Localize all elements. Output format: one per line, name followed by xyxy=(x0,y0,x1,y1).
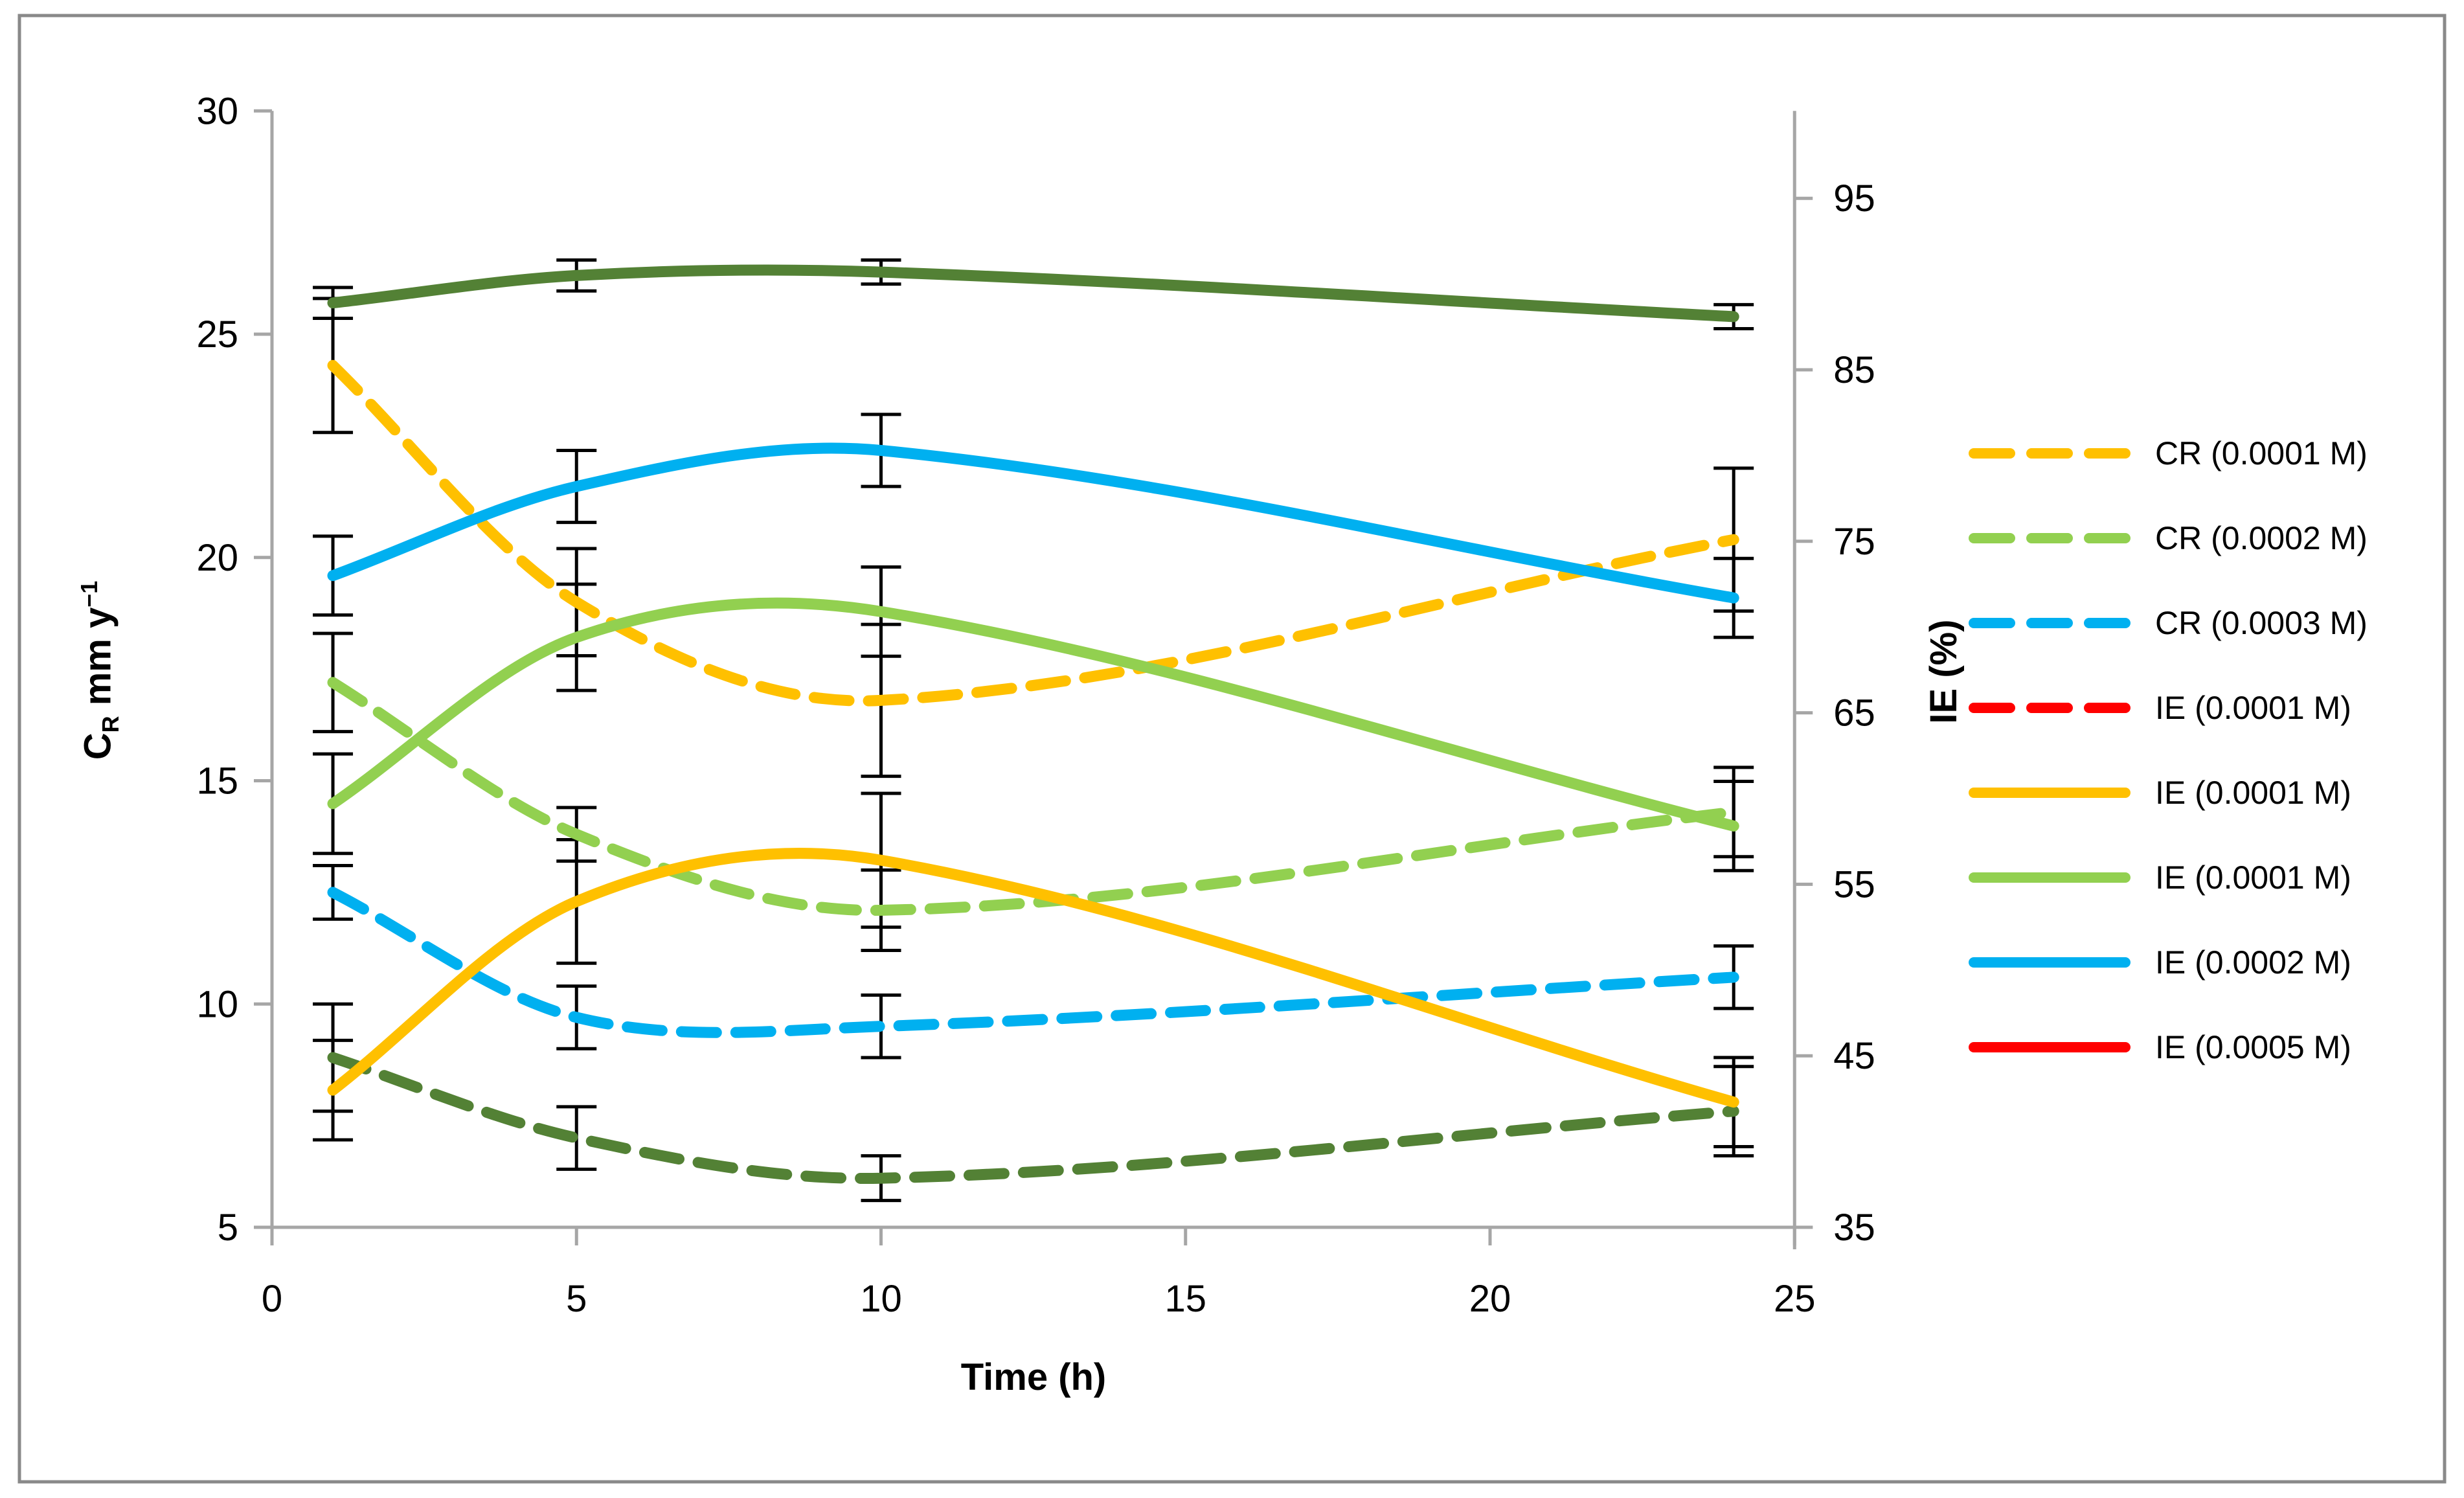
x-tick-label: 15 xyxy=(1164,1278,1206,1320)
y-left-tick-label: 20 xyxy=(196,537,238,579)
y-left-title-units: mm y xyxy=(76,607,119,716)
legend-item: CR (0.0002 M) xyxy=(1969,495,2448,580)
y-right-tick-label: 55 xyxy=(1833,863,1875,905)
legend-item: IE (0.0001 M) xyxy=(1969,835,2448,920)
y-right-tick-label: 75 xyxy=(1833,521,1875,563)
series-curve-0 xyxy=(327,359,1739,707)
series-curve-4 xyxy=(327,848,1739,1108)
legend-item: CR (0.0001 M) xyxy=(1969,411,2448,495)
series-curve-3 xyxy=(327,1052,1739,1184)
y-right-tick-label: 65 xyxy=(1833,692,1875,734)
y-left-title-c: C xyxy=(76,732,119,760)
x-tick-label: 0 xyxy=(262,1278,282,1320)
legend-item-label: IE (0.0001 M) xyxy=(2155,859,2351,896)
x-tick-label: 5 xyxy=(566,1278,587,1320)
y-right-tick-label: 95 xyxy=(1833,177,1875,220)
legend-item: IE (0.0001 M) xyxy=(1969,750,2448,835)
x-tick-label: 25 xyxy=(1774,1278,1816,1320)
legend-item-label: IE (0.0002 M) xyxy=(2155,944,2351,981)
legend-item-label: IE (0.0005 M) xyxy=(2155,1028,2351,1065)
legend-dashed-line-swatch xyxy=(1969,702,2131,713)
y-left-tick-label: 15 xyxy=(196,760,238,802)
y-right-axis-title: IE (%) xyxy=(1923,619,1965,724)
series-curve-7 xyxy=(327,264,1739,323)
legend-dashed-line-swatch xyxy=(1969,532,2131,543)
y-right-tick-label: 85 xyxy=(1833,349,1875,391)
legend-item: IE (0.0005 M) xyxy=(1969,1004,2448,1089)
legend-solid-line-swatch xyxy=(1969,957,2131,968)
y-left-tick-label: 25 xyxy=(196,313,238,356)
legend-item: CR (0.0003 M) xyxy=(1969,580,2448,665)
series-curve-2 xyxy=(327,887,1739,1038)
y-left-tick-label: 30 xyxy=(196,90,238,132)
x-tick-label: 10 xyxy=(860,1278,902,1320)
legend-item-label: CR (0.0003 M) xyxy=(2155,604,2368,641)
y-left-title-subscript: R xyxy=(96,716,124,733)
series-curve-5 xyxy=(327,597,1739,832)
x-tick-label: 20 xyxy=(1469,1278,1511,1320)
legend-solid-line-swatch xyxy=(1969,787,2131,798)
x-axis-title: Time (h) xyxy=(960,1356,1107,1398)
y-left-tick-label: 10 xyxy=(196,983,238,1025)
y-left-tick-label: 5 xyxy=(218,1207,238,1249)
series-curve-6 xyxy=(327,442,1739,604)
y-right-tick-label: 45 xyxy=(1833,1035,1875,1077)
y-left-title-superscript: −1 xyxy=(76,580,102,607)
legend: CR (0.0001 M) CR (0.0002 M) CR (0.0003 M) I… xyxy=(1969,411,2448,1089)
series-curve-1 xyxy=(327,677,1739,916)
legend-item-label: IE (0.0001 M) xyxy=(2155,689,2351,726)
legend-item-label: CR (0.0001 M) xyxy=(2155,435,2368,471)
y-right-tick-label: 35 xyxy=(1833,1207,1875,1249)
legend-item: IE (0.0002 M) xyxy=(1969,920,2448,1004)
legend-item-label: IE (0.0001 M) xyxy=(2155,774,2351,811)
legend-solid-line-swatch xyxy=(1969,872,2131,883)
legend-item: IE (0.0001 M) xyxy=(1969,665,2448,750)
legend-dashed-line-swatch xyxy=(1969,617,2131,628)
legend-item-label: CR (0.0002 M) xyxy=(2155,519,2368,556)
figure-border xyxy=(17,14,2447,1484)
legend-dashed-line-swatch xyxy=(1969,448,2131,459)
legend-solid-line-swatch xyxy=(1969,1041,2131,1052)
y-left-axis-title: CR mm y−1 xyxy=(63,411,124,929)
